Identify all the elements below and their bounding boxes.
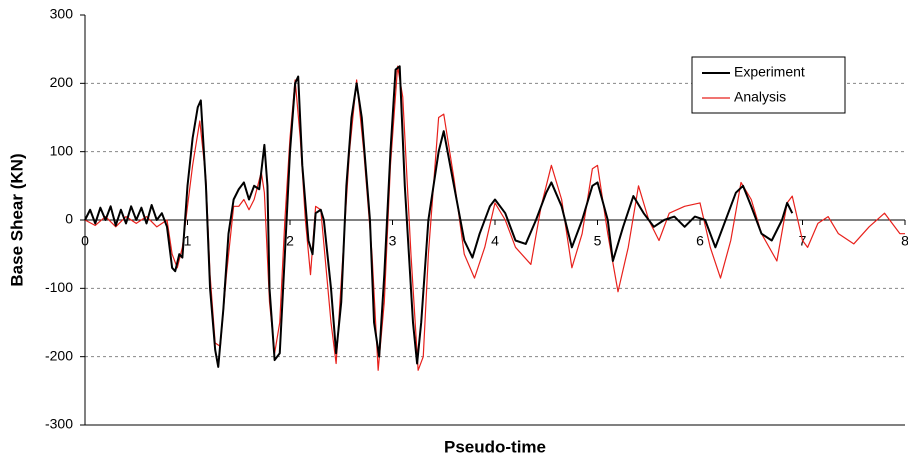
x-tick-label: 3 xyxy=(389,233,397,249)
x-tick-label: 4 xyxy=(491,233,499,249)
legend-box xyxy=(691,56,846,114)
legend-label: Analysis xyxy=(734,89,786,105)
x-tick-label: 6 xyxy=(696,233,704,249)
y-tick-label: 100 xyxy=(50,142,74,158)
x-tick-label: 2 xyxy=(286,233,294,249)
x-tick-label: 5 xyxy=(594,233,602,249)
y-tick-label: -100 xyxy=(45,279,73,295)
series-line xyxy=(84,65,794,368)
x-tick-label: 0 xyxy=(81,233,89,249)
legend-label: Experiment xyxy=(734,64,805,80)
x-axis-label: Pseudo-time xyxy=(444,437,546,456)
y-tick-label: 300 xyxy=(50,6,74,22)
y-tick-label: 200 xyxy=(50,74,74,90)
x-tick-label: 1 xyxy=(184,233,192,249)
y-tick-label: -300 xyxy=(45,416,73,432)
y-tick-label: -200 xyxy=(45,347,73,363)
y-tick-label: 0 xyxy=(65,211,73,227)
x-tick-label: 8 xyxy=(901,233,908,249)
y-axis-label: Base Shear (KN) xyxy=(7,153,26,286)
